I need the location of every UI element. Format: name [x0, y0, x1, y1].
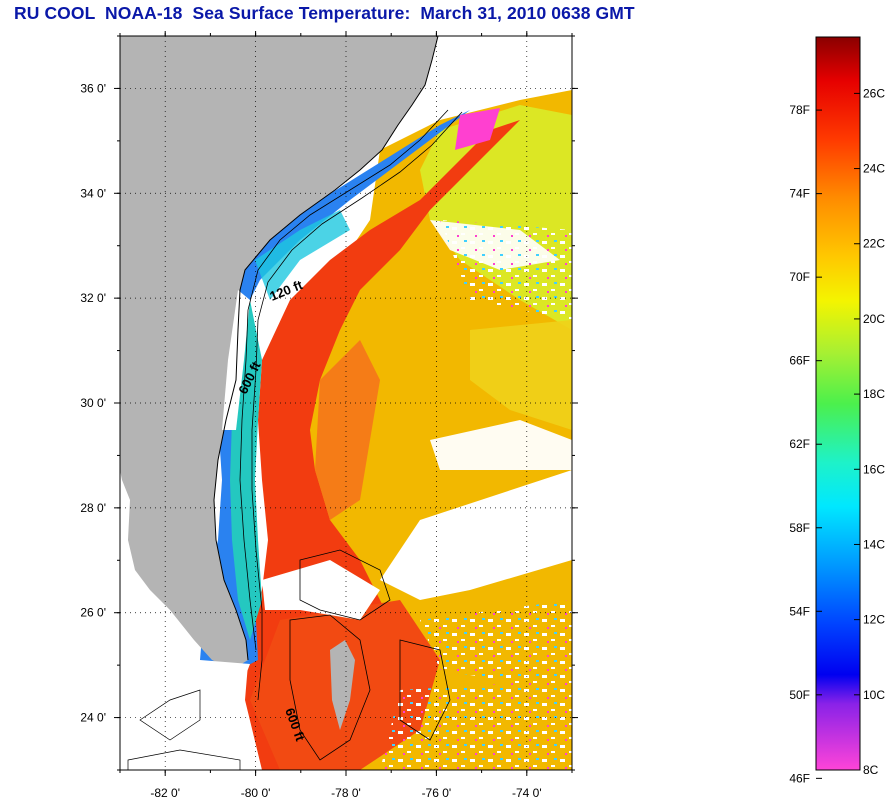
sst-image [120, 36, 572, 770]
lat-tick-label: 24 0' [80, 711, 106, 725]
colorbar-fahrenheit-label: 70F [789, 270, 810, 284]
colorbar-celsius-label: 8C [863, 763, 879, 777]
contour-120ft [239, 109, 449, 651]
lon-tick-label: -80 0' [241, 786, 271, 800]
colorbar-fahrenheit-label: 50F [789, 688, 810, 702]
colorbar-celsius-label: 20C [863, 312, 885, 326]
colorbar-celsius-label: 12C [863, 613, 885, 627]
colorbar-fahrenheit-label: 58F [789, 521, 810, 535]
colorbar-fahrenheit-label: 66F [789, 354, 810, 368]
lat-tick-label: 28 0' [80, 501, 106, 515]
colorbar-celsius-label: 16C [863, 462, 885, 476]
colorbar-celsius-label: 22C [863, 237, 885, 251]
cloud-cover [380, 470, 572, 600]
florida-bay-area [200, 660, 250, 690]
colorbar-fahrenheit-label: 46F [789, 771, 810, 785]
colorbar-celsius-label: 18C [863, 387, 885, 401]
lon-tick-label: -76 0' [422, 786, 452, 800]
lon-tick-label: -78 0' [331, 786, 361, 800]
map-title: RU COOL NOAA-18 Sea Surface Temperature:… [14, 3, 635, 23]
colorbar-celsius-label: 26C [863, 86, 885, 100]
lon-tick-label: -74 0' [512, 786, 542, 800]
map-axis-labels: -82 0' -80 0' -78 0' -76 0' -74 0' 36 0' 34 0'… [80, 81, 541, 800]
lat-tick-label: 34 0' [80, 186, 106, 200]
lat-tick-label: 36 0' [80, 81, 106, 95]
land-mass [120, 36, 438, 670]
lat-tick-label: 32 0' [80, 291, 106, 305]
colorbar-celsius-label: 10C [863, 688, 885, 702]
contour-600ft [251, 111, 463, 701]
colorbar-fahrenheit-label: 78F [789, 103, 810, 117]
colorbar-fahrenheit-label: 74F [789, 187, 810, 201]
colorbar-fahrenheit-label: 54F [789, 604, 810, 618]
lat-tick-label: 30 0' [80, 396, 106, 410]
cloud-gap-florida [222, 290, 250, 430]
colorbar: 26C 24C 22C 20C 18C 16C 14C 12C 10C 8C 78F 74F 70F 66… [789, 36, 885, 785]
colorbar-gradient [815, 36, 861, 771]
colorbar-fahrenheit-label: 62F [789, 437, 810, 451]
colorbar-celsius-label: 14C [863, 537, 885, 551]
bahamas-land [330, 640, 355, 730]
lat-tick-label: 26 0' [80, 606, 106, 620]
lon-tick-label: -82 0' [150, 786, 180, 800]
map-gridlines [120, 36, 572, 770]
colorbar-celsius-label: 24C [863, 162, 885, 176]
